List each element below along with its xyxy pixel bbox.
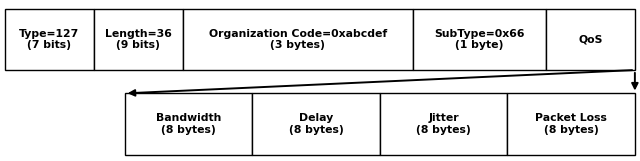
FancyBboxPatch shape bbox=[380, 93, 508, 155]
FancyBboxPatch shape bbox=[546, 9, 635, 70]
Text: Type=127
(7 bits): Type=127 (7 bits) bbox=[19, 29, 79, 50]
Text: Organization Code=0xabcdef
(3 bytes): Organization Code=0xabcdef (3 bytes) bbox=[209, 29, 387, 50]
Text: Delay
(8 bytes): Delay (8 bytes) bbox=[289, 113, 344, 135]
FancyBboxPatch shape bbox=[5, 9, 94, 70]
FancyBboxPatch shape bbox=[125, 93, 252, 155]
Text: QoS: QoS bbox=[579, 34, 603, 44]
FancyBboxPatch shape bbox=[508, 93, 635, 155]
FancyBboxPatch shape bbox=[182, 9, 413, 70]
FancyBboxPatch shape bbox=[413, 9, 546, 70]
Text: Length=36
(9 bits): Length=36 (9 bits) bbox=[105, 29, 172, 50]
Text: Jitter
(8 bytes): Jitter (8 bytes) bbox=[416, 113, 471, 135]
FancyBboxPatch shape bbox=[252, 93, 380, 155]
Text: Packet Loss
(8 bytes): Packet Loss (8 bytes) bbox=[535, 113, 607, 135]
Text: Bandwidth
(8 bytes): Bandwidth (8 bytes) bbox=[156, 113, 221, 135]
Text: SubType=0x66
(1 byte): SubType=0x66 (1 byte) bbox=[435, 29, 525, 50]
FancyBboxPatch shape bbox=[94, 9, 182, 70]
